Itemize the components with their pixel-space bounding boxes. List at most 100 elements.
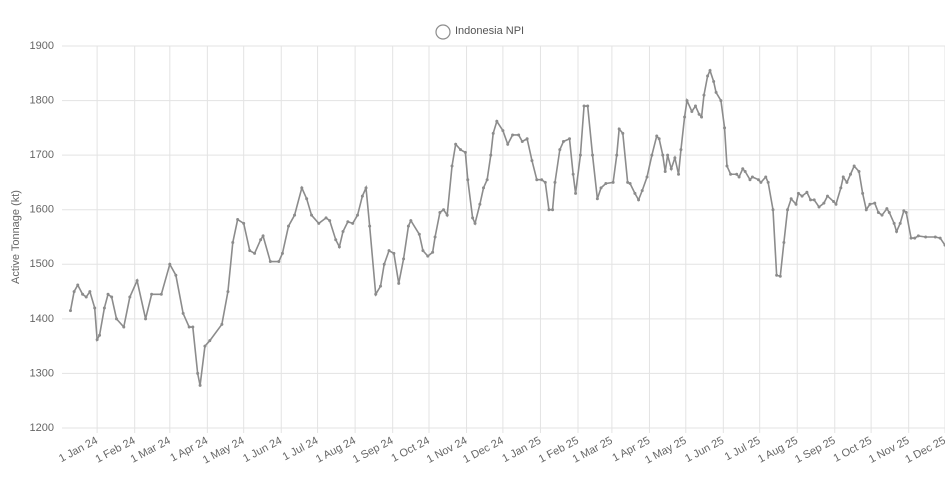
- point: [187, 325, 191, 329]
- point: [81, 292, 85, 296]
- point: [511, 133, 515, 137]
- point: [706, 74, 710, 78]
- point: [786, 208, 790, 212]
- point: [471, 216, 475, 220]
- point: [708, 69, 712, 73]
- point: [834, 202, 838, 206]
- point: [693, 104, 697, 108]
- point: [268, 260, 272, 264]
- x-tick-label: 1 Mar 24: [129, 435, 173, 466]
- point: [76, 283, 80, 287]
- point: [673, 156, 677, 160]
- point: [743, 170, 747, 174]
- point: [685, 99, 689, 103]
- point: [655, 134, 659, 138]
- point: [849, 172, 853, 176]
- x-tick-label: 1 Nov 25: [867, 435, 912, 466]
- grid: [62, 45, 945, 433]
- y-tick-label: 1700: [30, 149, 54, 161]
- point: [750, 175, 754, 179]
- point: [196, 371, 200, 375]
- point: [628, 182, 632, 186]
- point: [433, 235, 437, 239]
- point: [748, 178, 752, 182]
- point: [775, 273, 779, 277]
- point: [525, 137, 529, 141]
- point: [72, 290, 76, 294]
- point: [789, 197, 793, 201]
- point: [406, 224, 410, 228]
- point: [578, 153, 582, 157]
- point: [387, 249, 391, 253]
- point: [220, 322, 224, 326]
- point: [231, 240, 235, 244]
- point: [661, 153, 665, 157]
- point: [459, 148, 463, 152]
- point: [356, 213, 360, 217]
- point: [203, 344, 207, 348]
- x-tick-label: 1 Dec 25: [903, 435, 945, 466]
- point: [924, 235, 928, 239]
- point: [287, 224, 291, 228]
- point: [110, 295, 114, 299]
- point: [438, 210, 442, 214]
- point: [637, 198, 641, 202]
- x-tick-label: 1 Nov 24: [425, 435, 470, 466]
- point: [280, 251, 284, 255]
- legend[interactable]: Indonesia NPI: [435, 24, 524, 40]
- point: [657, 137, 661, 141]
- point: [568, 137, 572, 141]
- point: [702, 93, 706, 97]
- point: [904, 210, 908, 214]
- point: [640, 189, 644, 193]
- point: [621, 131, 625, 135]
- x-tick-label: 1 Sep 25: [793, 435, 838, 466]
- point: [841, 175, 845, 179]
- x-tick-label: 1 Jul 24: [281, 435, 321, 464]
- point: [135, 279, 139, 283]
- point: [782, 240, 786, 244]
- x-tick-label: 1 Jan 24: [57, 435, 100, 465]
- point: [916, 234, 920, 238]
- point: [561, 140, 565, 143]
- point: [168, 262, 172, 266]
- point: [198, 383, 202, 387]
- point: [122, 325, 126, 329]
- x-tick-label: 1 Dec 24: [461, 435, 506, 466]
- point: [305, 197, 309, 201]
- point: [933, 235, 937, 239]
- point: [478, 202, 482, 206]
- point: [778, 274, 782, 278]
- x-tick-label: 1 May 24: [201, 435, 247, 467]
- point: [115, 317, 119, 321]
- point: [334, 238, 338, 242]
- point: [551, 208, 555, 212]
- point: [591, 153, 595, 157]
- point: [337, 245, 341, 249]
- point: [895, 230, 899, 234]
- point: [450, 164, 454, 168]
- point: [88, 290, 92, 294]
- point: [800, 194, 804, 198]
- point: [690, 109, 694, 113]
- point: [106, 292, 110, 296]
- point: [351, 221, 355, 225]
- y-tick-label: 1300: [30, 367, 54, 379]
- legend-swatch[interactable]: [435, 24, 451, 40]
- point: [382, 262, 386, 266]
- point: [144, 317, 148, 321]
- y-tick-label: 1900: [30, 40, 54, 52]
- point: [812, 198, 816, 202]
- legend-label[interactable]: Indonesia NPI: [455, 25, 524, 37]
- point: [571, 172, 575, 176]
- point: [535, 178, 539, 182]
- point: [150, 292, 154, 296]
- point: [756, 178, 760, 182]
- point: [328, 219, 332, 223]
- point: [938, 236, 942, 240]
- point: [864, 208, 868, 212]
- point: [368, 224, 372, 228]
- x-tick-label: 1 Jun 24: [241, 435, 284, 465]
- point: [392, 251, 396, 255]
- point: [868, 202, 872, 206]
